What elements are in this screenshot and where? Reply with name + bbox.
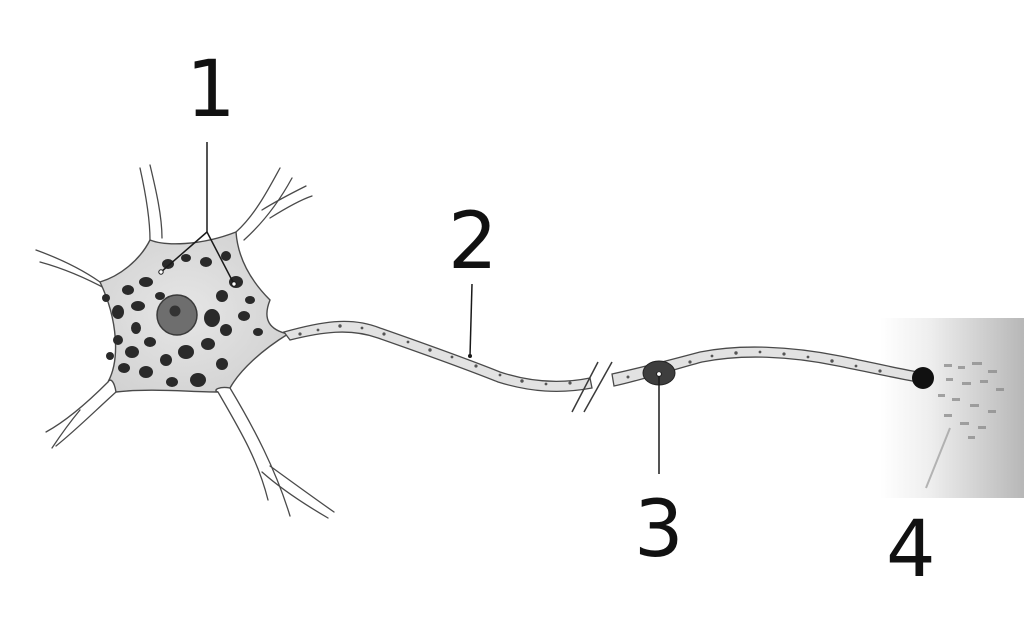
leader-lines — [160, 142, 660, 474]
label-2: 2 — [448, 197, 498, 287]
label-1: 1 — [186, 45, 236, 135]
dendrites — [35, 164, 335, 519]
axon-fill-1 — [282, 320, 593, 393]
label-4: 4 — [886, 505, 936, 595]
axon-granules — [298, 324, 882, 386]
axon-break-marks — [571, 361, 613, 413]
terminal-shading — [880, 318, 1024, 498]
nucleolus — [169, 305, 181, 317]
nissl-bodies — [102, 251, 263, 387]
axon-terminal — [912, 367, 934, 389]
label-3: 3 — [634, 485, 684, 575]
terminal-vesicles — [938, 362, 1004, 439]
terminal-faint-line — [925, 427, 951, 489]
